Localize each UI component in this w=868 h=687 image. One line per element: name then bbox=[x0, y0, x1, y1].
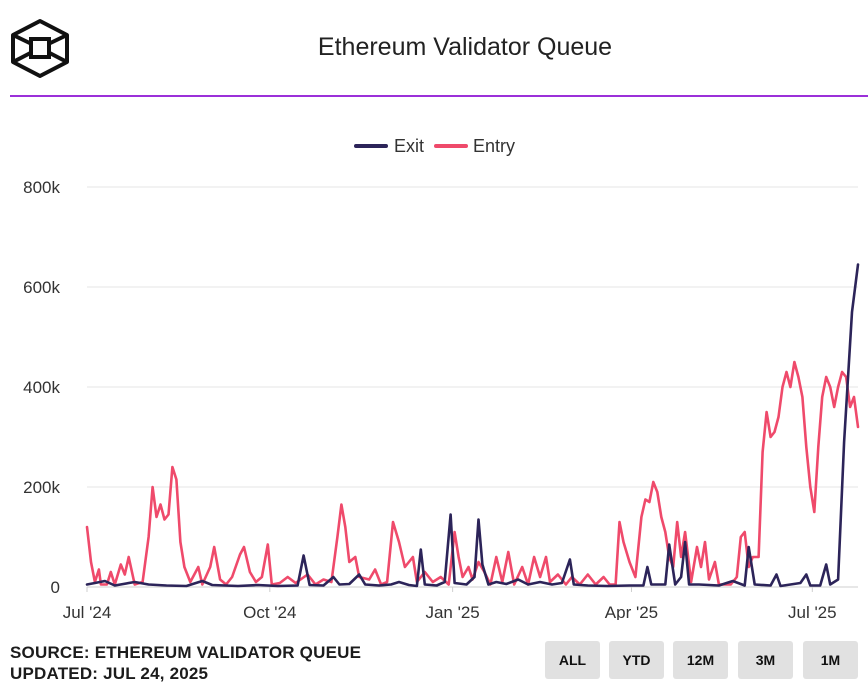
x-tick-label: Jan '25 bbox=[425, 603, 479, 620]
x-tick-label: Jul '25 bbox=[788, 603, 837, 620]
y-tick-label: 600k bbox=[23, 278, 60, 297]
x-tick-label: Apr '25 bbox=[605, 603, 658, 620]
source-text: SOURCE: ETHEREUM VALIDATOR QUEUE bbox=[10, 643, 362, 662]
x-tick-label: Jul '24 bbox=[63, 603, 112, 620]
cube-logo-icon bbox=[10, 18, 70, 78]
y-tick-label: 200k bbox=[23, 478, 60, 497]
y-tick-label: 800k bbox=[23, 178, 60, 197]
legend-label-exit[interactable]: Exit bbox=[394, 136, 424, 156]
y-tick-label: 0 bbox=[51, 578, 60, 597]
x-tick-label: Oct '24 bbox=[243, 603, 296, 620]
chart-grid bbox=[87, 186, 858, 588]
range-button-all[interactable]: ALL bbox=[545, 641, 600, 679]
chart-legend[interactable]: Exit Entry bbox=[354, 136, 515, 156]
series-line-entry bbox=[85, 360, 860, 586]
chart-series bbox=[85, 263, 860, 588]
chart: 0 200k 400k 600k 800k Jul '24 Oct '24 Jan '25 A… bbox=[23, 136, 860, 620]
range-button-12m[interactable]: 12M bbox=[673, 641, 728, 679]
range-button-ytd[interactable]: YTD bbox=[609, 641, 664, 679]
series-line-exit bbox=[85, 263, 860, 588]
legend-label-entry[interactable]: Entry bbox=[473, 136, 515, 156]
range-button-1m[interactable]: 1M bbox=[803, 641, 858, 679]
y-tick-label: 400k bbox=[23, 378, 60, 397]
range-button-3m[interactable]: 3M bbox=[738, 641, 793, 679]
page-title: Ethereum Validator Queue bbox=[317, 33, 613, 61]
header-divider bbox=[10, 95, 868, 97]
x-axis-ticks: Jul '24 Oct '24 Jan '25 Apr '25 Jul '25 bbox=[63, 587, 837, 620]
y-axis-ticks: 0 200k 400k 600k 800k bbox=[23, 178, 60, 597]
updated-text: UPDATED: JUL 24, 2025 bbox=[10, 664, 209, 683]
source-note: SOURCE: ETHEREUM VALIDATOR QUEUE UPDATED… bbox=[10, 642, 361, 684]
